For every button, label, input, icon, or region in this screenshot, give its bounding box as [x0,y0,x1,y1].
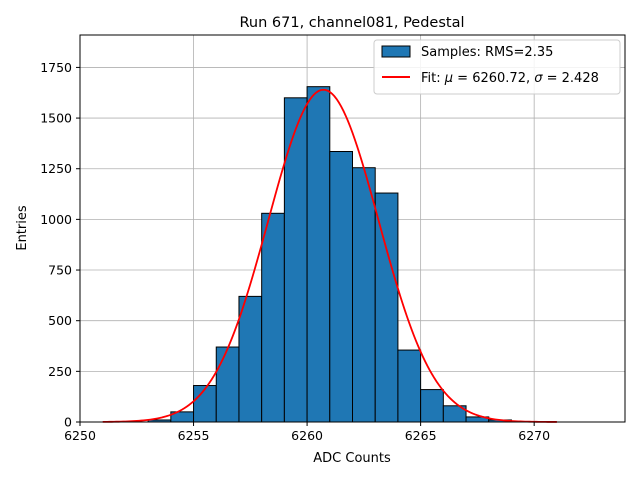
histogram-bars [147,86,512,423]
legend-label-samples: Samples: RMS=2.35 [421,45,553,60]
legend-fit-sigma-symbol: σ [534,71,543,86]
histogram-bar [352,167,376,423]
histogram-bar [215,346,240,423]
histogram-bar [397,349,422,423]
y-tick-label: 1500 [40,111,72,126]
y-tick-label: 1250 [40,161,72,176]
y-axis-ticks: 0 250 500 750 1000 1250 1500 1750 [40,60,80,430]
histogram-bar [306,86,331,423]
fit-curve-layer [102,88,557,423]
x-tick-label: 6255 [178,428,210,443]
legend-swatch-samples [381,45,411,58]
legend: Samples: RMS=2.35 Fit: μ = 6260.72, σ = … [373,39,621,95]
legend-fit-sigma-text: = 2.428 [542,71,598,86]
legend-fit-mu-symbol: μ [444,71,453,86]
legend-label-fit: Fit: μ = 6260.72, σ = 2.428 [421,71,599,86]
histogram-bar [261,212,285,423]
x-tick-label: 6250 [64,428,96,443]
y-tick-label: 1000 [40,212,72,227]
legend-fit-mu-text: = 6260.72, [453,71,534,86]
histogram-bar [193,385,217,423]
histogram-bar [238,295,263,423]
histogram-bar [329,151,353,423]
x-axis-label: ADC Counts [313,451,391,466]
y-tick-label: 250 [48,364,72,379]
fit-curve [102,88,557,423]
chart-title: Run 671, channel081, Pedestal [239,15,464,31]
y-tick-label: 500 [48,313,72,328]
y-tick-label: 0 [64,415,72,430]
x-tick-label: 6265 [405,428,437,443]
y-axis-label: Entries [15,205,30,251]
histogram-bar [283,97,308,423]
axes-frame [79,34,626,423]
histogram-bar [374,192,399,423]
y-tick-label: 1750 [40,60,72,75]
x-tick-label: 6270 [518,428,550,443]
legend-fit-prefix: Fit: [421,71,445,86]
x-tick-label: 6260 [291,428,323,443]
histogram-bar [420,389,444,423]
legend-box [373,39,621,95]
x-axis-ticks: 6250 6255 6260 6265 6270 [64,422,550,443]
y-tick-label: 750 [48,263,72,278]
